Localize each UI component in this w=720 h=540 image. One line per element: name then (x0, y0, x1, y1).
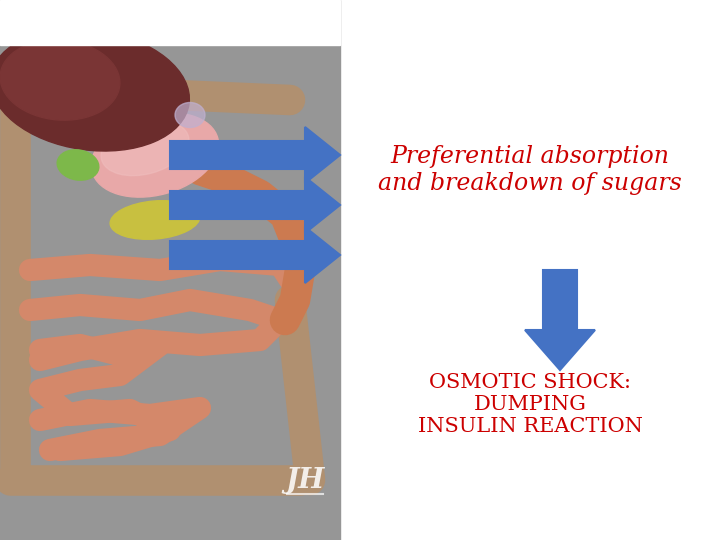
FancyArrow shape (525, 270, 595, 370)
Ellipse shape (0, 29, 189, 151)
Text: JH: JH (285, 467, 325, 494)
Text: Preferential absorption
and breakdown of sugars: Preferential absorption and breakdown of… (378, 145, 682, 195)
Ellipse shape (110, 201, 200, 239)
Ellipse shape (57, 150, 99, 180)
Ellipse shape (175, 103, 205, 127)
FancyArrow shape (170, 227, 340, 283)
Ellipse shape (0, 40, 120, 120)
Bar (0, 0, 340, 45)
FancyArrow shape (170, 177, 340, 233)
Ellipse shape (91, 113, 219, 197)
Text: OSMOTIC SHOCK:
DUMPING
INSULIN REACTION: OSMOTIC SHOCK: DUMPING INSULIN REACTION (418, 374, 642, 436)
FancyArrow shape (170, 127, 340, 183)
Bar (0, 0, 340, 540)
Ellipse shape (101, 120, 189, 176)
